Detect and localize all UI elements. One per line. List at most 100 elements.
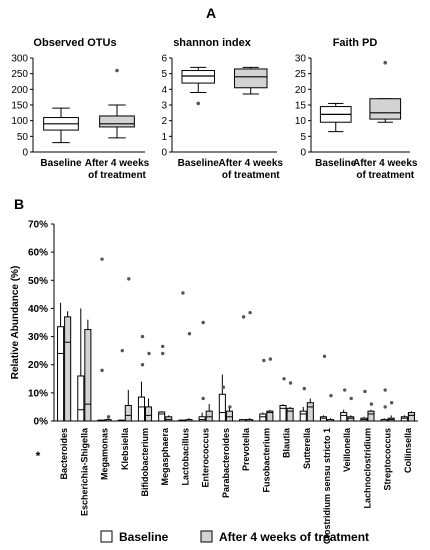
x-tick-label: Megasphaera (160, 427, 170, 486)
x-tick-label: Prevotella (241, 427, 251, 471)
bar-outlier-treatment (288, 381, 293, 385)
panel-label-a: A (206, 5, 216, 21)
y-tick-label: 5 (300, 132, 306, 143)
bar-outlier-baseline (201, 396, 205, 401)
x-tick-label-baseline: Baseline (178, 158, 220, 169)
bar-treatment-blautia (286, 407, 294, 422)
bar-outlier-baseline (161, 351, 165, 356)
chart-title: Faith PD (333, 37, 378, 49)
y-tick-label: 5 (161, 69, 167, 80)
y-tick-label: 300 (11, 54, 28, 65)
y-tick-label: 30% (28, 332, 48, 343)
bar-outlier-baseline (343, 388, 347, 392)
bar-treatment-megasphaera (165, 416, 173, 422)
box-chart-observed-otus: Observed OTUs 0 50 100 150 200 250 300 Baseline A… (11, 37, 149, 181)
bar-baseline-blautia (279, 405, 287, 422)
bar-outlier-treatment (268, 357, 273, 361)
x-tick-label-treatment: After 4 weeks (85, 158, 150, 169)
y-tick-label: 10 (295, 116, 307, 127)
bar-baseline-veillonella (340, 412, 348, 422)
bar-outlier-baseline (262, 358, 266, 363)
box-chart-shannon-index: shannon index 0 1 2 3 4 5 6 Baseline After 4 week… (161, 37, 283, 181)
y-tick-label: 20% (28, 360, 48, 371)
y-tick-label: 0% (34, 417, 49, 428)
bar-outlier-treatment (349, 396, 353, 401)
bar-outlier-baseline (181, 291, 185, 295)
bar-treatment-fusobacterium (266, 410, 274, 422)
bar-baseline-megasphaera (158, 411, 166, 422)
bar-baseline-enterococcus (198, 416, 206, 422)
y-tick-label: 25 (295, 69, 307, 80)
y-tick-label: 6 (161, 54, 167, 65)
bar-outlier-treatment (228, 405, 232, 409)
bar-treatment-bacteroides (64, 316, 72, 422)
x-tick-label: Fusobacterium (261, 428, 271, 493)
bar-treatment-collinsella (407, 412, 415, 422)
x-tick-label: Parabacteroides (221, 428, 231, 498)
x-tick-label-treatment: After 4 weeks (353, 158, 418, 169)
x-tick-label: Streptococcus (383, 428, 393, 491)
y-tick-label: 0 (161, 148, 167, 159)
x-tick-label: Klebsiella (120, 427, 130, 470)
bar-treatment-klebsiella (124, 405, 132, 422)
y-tick-label: 0 (300, 148, 306, 159)
bar-outlier-baseline (201, 320, 205, 325)
y-tick-label: 50 (17, 132, 29, 143)
y-tick-label: 10% (28, 388, 48, 399)
x-tick-label: Lachnoclostridium (362, 428, 372, 509)
legend: Baseline After 4 weeks of treatment (100, 530, 369, 544)
y-tick-label: 15 (295, 101, 307, 112)
bar-baseline-sutterella (299, 410, 307, 422)
y-tick-label: 3 (161, 101, 167, 112)
x-tick-label-treatment: of treatment (222, 170, 280, 181)
y-tick-label: 4 (161, 85, 167, 96)
bar-outlier-treatment (187, 332, 192, 336)
x-tick-label-baseline: Baseline (315, 158, 357, 169)
y-tick-label: 2 (161, 116, 167, 127)
x-tick-label: Enterococcus (201, 428, 211, 488)
x-tick-label: Clostridium sensu stricto 1 (322, 428, 332, 544)
bar-outlier-treatment (329, 393, 333, 398)
bar-baseline-fusobacterium (259, 413, 267, 422)
box-treatment (99, 115, 135, 128)
y-tick-label: 60% (28, 248, 48, 259)
y-tick-label: 40% (28, 304, 48, 315)
bar-baseline-parabacteroides (218, 393, 226, 422)
bar-outlier-treatment (147, 351, 151, 356)
x-tick-label: Megamonas (100, 428, 110, 480)
significance-marker: * (36, 449, 41, 463)
bar-chart-relative-abundance: 0% 10% 20% 30% 40% 50% 60% 70% Relative Abundanc… (10, 220, 418, 544)
bar-baseline-clostridium-sensu-stricto-1 (319, 416, 327, 422)
legend-swatch-treatment (200, 530, 213, 543)
bar-baseline-bifidobacterium (137, 396, 146, 422)
box-baseline (181, 70, 216, 84)
bar-baseline-escherichia-shigella (77, 375, 85, 422)
chart-title: shannon index (173, 37, 252, 49)
bar-treatment-lachnoclostridium (367, 410, 375, 422)
bar-outlier-baseline (363, 389, 367, 394)
x-tick-label-treatment: After 4 weeks (219, 158, 284, 169)
bar-outlier-baseline (383, 405, 387, 409)
x-tick-label: Veillonella (342, 427, 352, 472)
box-outlier-treatment (383, 60, 388, 65)
box-treatment (233, 68, 268, 89)
x-tick-label: Blautia (282, 427, 292, 458)
bar-outlier-baseline (282, 377, 286, 381)
x-tick-label: Escherichia-Shigella (79, 427, 89, 516)
bar-outlier-treatment (127, 277, 131, 281)
y-tick-label: 30 (295, 54, 307, 65)
bar-outlier-baseline (120, 348, 124, 353)
x-tick-label: Bacteroides (59, 428, 69, 480)
bar-outlier-baseline (221, 385, 226, 389)
bar-outlier-baseline (161, 344, 165, 349)
bar-outlier-baseline (302, 386, 306, 391)
bar-outlier-baseline (383, 388, 387, 392)
bar-outlier-treatment (106, 415, 111, 419)
x-tick-label: Collinsella (403, 427, 413, 473)
bar-outlier-treatment (248, 310, 252, 315)
x-tick-label: Lactobacillus (180, 428, 190, 486)
bar-treatment-enterococcus (205, 410, 213, 422)
box-outlier-treatment (115, 68, 119, 73)
